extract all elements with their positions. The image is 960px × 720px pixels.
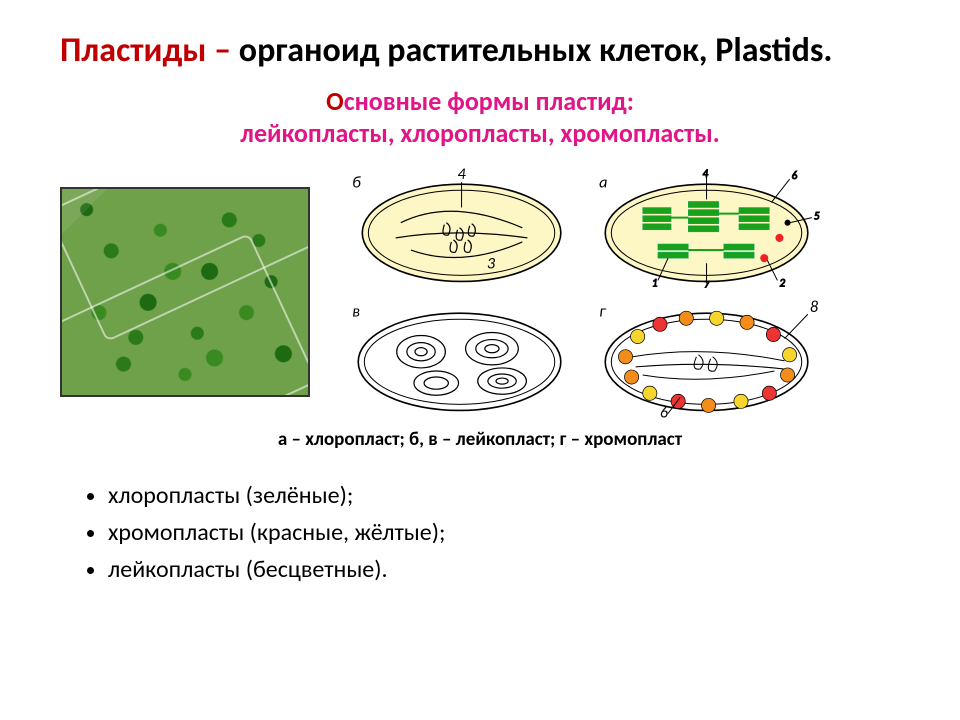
title-rest: органоид растительных клеток, Plastids.: [239, 30, 833, 71]
bullet-list: хлоропласты (зелёные); хромопласты (крас…: [60, 477, 900, 589]
plastid-diagram-grid: б 3 4 а: [340, 167, 820, 418]
bullet-item: хлоропласты (зелёные);: [108, 477, 900, 514]
diagram-label-v: в: [352, 302, 360, 321]
pointer-7: 7: [703, 277, 709, 288]
diagram-caption: а – хлоропласт; б, в – лейкопласт; г – х…: [60, 428, 900, 451]
pointer-4b: 4: [702, 167, 708, 180]
subtitle-block: Основные формы пластид: лейкопласты, хло…: [60, 85, 900, 149]
diagram-b-leucoplast: б 3 4: [340, 167, 573, 289]
subtitle-line1: Основные формы пластид:: [60, 85, 900, 117]
micrograph-image: [60, 187, 310, 397]
pointer-8: 8: [810, 298, 818, 317]
pointer-3: 3: [487, 254, 496, 273]
pointer-1: 1: [652, 275, 658, 288]
diagram-label-g: г: [599, 302, 607, 321]
diagram-a-chloroplast: а 1 7 2 4 6 5: [587, 167, 820, 289]
subtitle-line2: лейкопласты, хлоропласты, хромопласты.: [60, 117, 900, 149]
pointer-5: 5: [814, 208, 820, 222]
title-accent: Пластиды –: [60, 30, 239, 71]
figure-row: б 3 4 а: [60, 167, 900, 418]
pointer-6b: 6: [660, 404, 668, 418]
subtitle-accent-letter: О: [326, 85, 344, 117]
pointer-4: 4: [458, 167, 467, 184]
pointer-6: 6: [792, 168, 798, 182]
pointer-2: 2: [779, 275, 785, 288]
diagram-label-b: б: [352, 173, 361, 192]
diagram-g-chromoplast: г: [587, 296, 820, 418]
diagram-label-a: а: [599, 173, 607, 192]
diagram-v-leucoplast: в: [340, 296, 573, 418]
subtitle-line1-rest: сновные формы пластид:: [344, 85, 634, 117]
bullet-item: лейкопласты (бесцветные).: [108, 551, 900, 588]
bullet-item: хромопласты (красные, жёлтые);: [108, 514, 900, 551]
slide-title: Пластиды – органоид растительных клеток,…: [60, 30, 900, 73]
